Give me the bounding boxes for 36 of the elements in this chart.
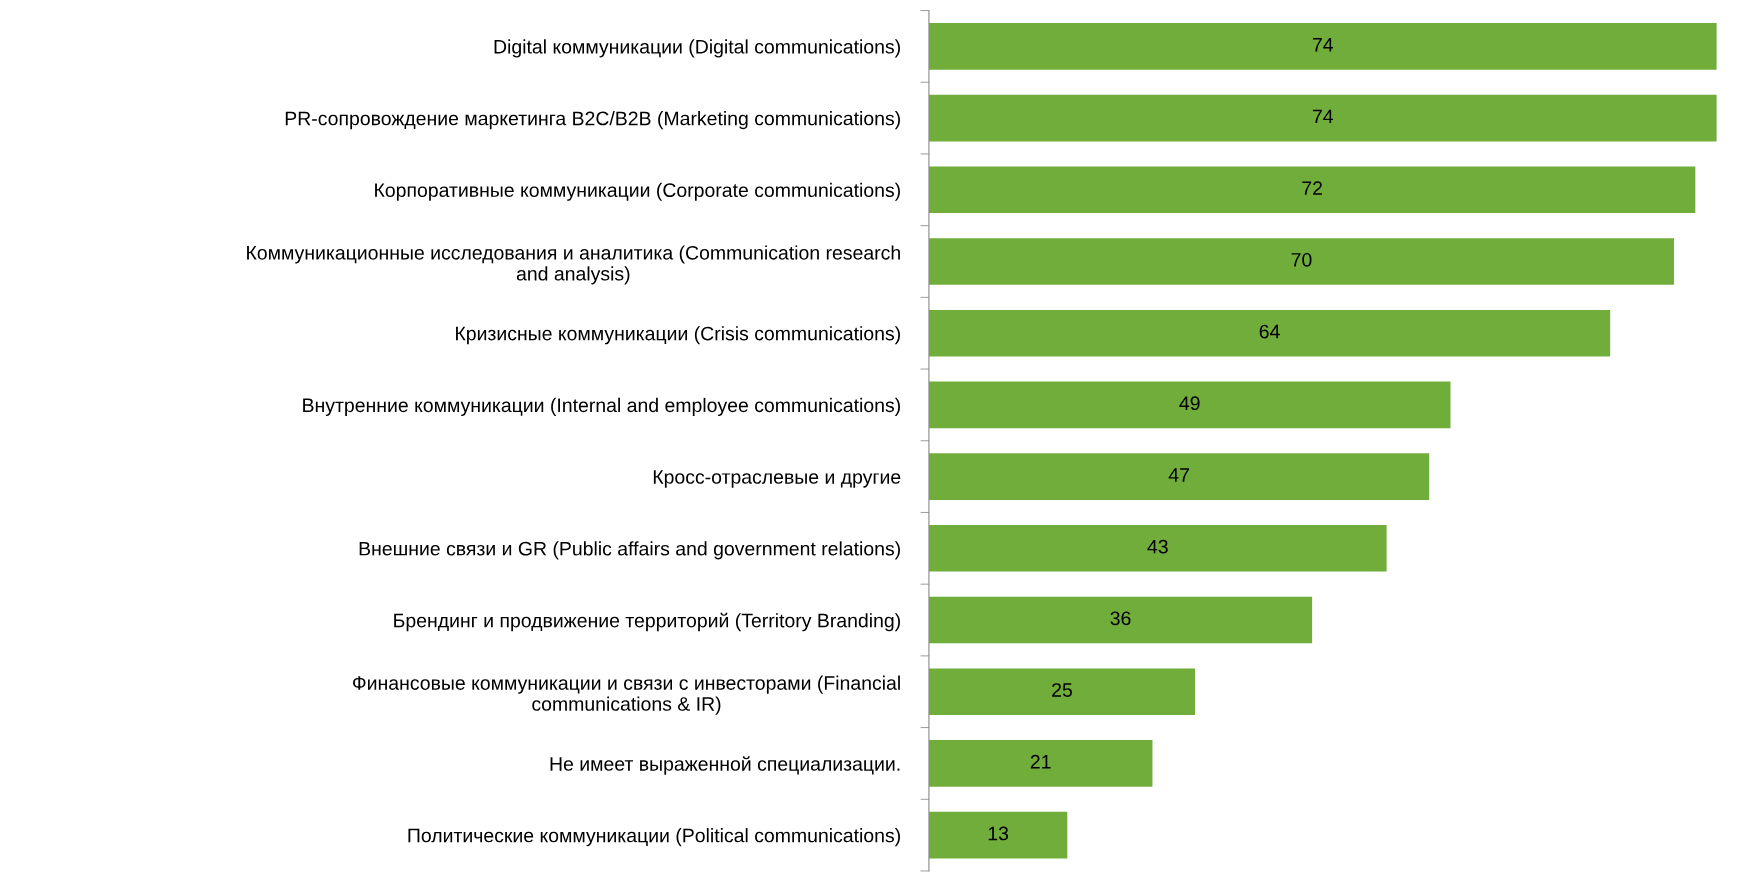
- bar: [928, 381, 1451, 429]
- data-label: 21: [1030, 754, 1051, 769]
- data-label: 64: [1259, 324, 1280, 339]
- data-label: 70: [1291, 252, 1312, 267]
- data-label: 25: [1052, 683, 1072, 697]
- bar: [928, 596, 1313, 644]
- y-tick-label: Коммуникационные исследования и аналитика (Communication research and analysis): [247, 245, 900, 285]
- data-label: 74: [1312, 109, 1334, 124]
- data-label: 36: [1110, 611, 1131, 626]
- bar: [928, 811, 1068, 859]
- bar: [928, 453, 1430, 500]
- y-tick-label: Кризисные коммуникации (Crisis communications): [456, 326, 900, 345]
- bar: [928, 23, 1717, 70]
- bar: [928, 668, 1196, 716]
- y-tick-label: PR-сопровождение маркетинга B2C/B2B (Marketing communications): [285, 111, 900, 130]
- data-label: 43: [1147, 539, 1168, 554]
- bar: [928, 238, 1675, 285]
- data-label: 13: [988, 826, 1009, 841]
- y-tick-label: Не имеет выраженной специализации.: [550, 756, 900, 775]
- data-label: 49: [1179, 396, 1200, 411]
- bar: [928, 94, 1717, 142]
- bar: [928, 166, 1696, 214]
- data-label: 47: [1168, 468, 1189, 482]
- y-tick-label: Кросс-отраслевые и другие: [653, 470, 901, 488]
- y-tick-label: Финансовые коммуникации и связи с инвесторами (Financial communications & IR): [353, 675, 900, 715]
- y-tick-label: Внутренние коммуникации (Internal and employee communications): [303, 397, 900, 416]
- y-tick-label: Политические коммуникации (Political communications): [408, 828, 900, 847]
- y-tick-label: Корпоративные коммуникации (Corporate communications): [375, 182, 900, 201]
- data-label: 74: [1312, 38, 1334, 52]
- data-label: 72: [1302, 181, 1322, 195]
- bar: [928, 740, 1153, 787]
- y-tick-label: Внешние связи и GR (Public affairs and government relations): [359, 541, 900, 560]
- y-tick-label: Брендинг и продвижение территорий (Territory Branding): [394, 612, 900, 632]
- y-tick-label: Digital коммуникации (Digital communications): [494, 39, 900, 58]
- bar: [928, 525, 1387, 572]
- bar: [928, 309, 1611, 357]
